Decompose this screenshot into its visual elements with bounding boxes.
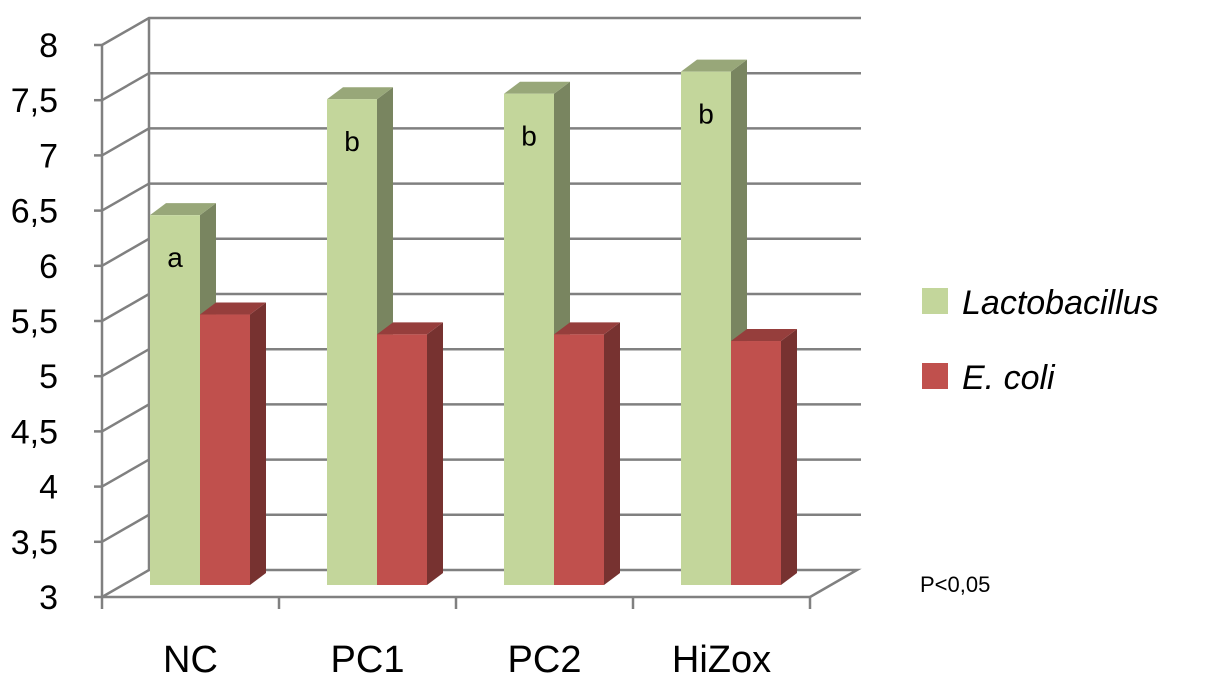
y-tick-label: 7	[39, 137, 58, 175]
bar-front	[327, 99, 377, 586]
y-tick-label: 3,5	[11, 524, 58, 562]
y-tick-label: 6,5	[11, 193, 58, 231]
bar-front	[377, 334, 427, 585]
y-tick-labels: 3 3,5 4 4,5 5 5,5 6 6,5 7 7,5 8	[11, 27, 58, 617]
bar-e-coli-hizox	[731, 329, 797, 585]
bar-front	[150, 215, 200, 585]
bar-e-coli-nc	[200, 302, 266, 585]
significance-label: b	[698, 99, 714, 130]
gridline	[101, 16, 861, 47]
bar-side	[427, 322, 443, 585]
bar-top	[731, 329, 797, 342]
bar-front	[504, 93, 554, 585]
bar-top	[150, 203, 216, 216]
significance-label: b	[521, 121, 537, 152]
bar-front	[200, 314, 250, 585]
bar-e-coli-pc1	[377, 322, 443, 585]
bar-side	[604, 322, 620, 585]
significance-note: P<0,05	[920, 572, 990, 597]
gridline	[101, 127, 861, 157]
legend: Lactobacillus E. coli	[922, 284, 1159, 397]
legend-swatch	[922, 363, 948, 389]
y-tick-label: 7,5	[11, 82, 58, 120]
bar-side	[250, 302, 266, 585]
bars: a b b b	[150, 59, 797, 586]
bar-top	[504, 81, 570, 94]
significance-label: a	[167, 242, 183, 273]
bar-top	[681, 59, 747, 72]
y-tick-label: 4	[39, 469, 58, 507]
y-tick-label: 6	[39, 248, 58, 286]
bar-front	[554, 334, 604, 585]
significance-label: b	[344, 126, 360, 157]
bar-front	[681, 71, 731, 585]
legend-label: Lactobacillus	[962, 284, 1159, 322]
bar-top	[377, 322, 443, 335]
y-tick-label: 8	[39, 27, 58, 65]
gridline	[101, 71, 861, 102]
x-tick-label: PC1	[331, 639, 405, 677]
bar-side	[781, 329, 797, 585]
bar-front	[731, 341, 781, 585]
bar-top	[200, 302, 266, 315]
x-tick-label: HiZox	[672, 639, 771, 677]
axes	[94, 18, 812, 609]
bar-top	[554, 322, 620, 335]
y-tick-label: 4,5	[11, 413, 58, 451]
y-tick-label: 5,5	[11, 303, 58, 341]
y-tick-label: 3	[39, 579, 58, 617]
x-tick-label: NC	[163, 639, 218, 677]
y-tick-label: 5	[39, 358, 58, 396]
floor-outline	[101, 568, 862, 599]
legend-label: E. coli	[962, 359, 1056, 397]
x-tick-label: PC2	[508, 639, 582, 677]
legend-swatch	[922, 288, 948, 314]
x-tick-labels: NC PC1 PC2 HiZox	[163, 639, 771, 677]
bar-top	[327, 87, 393, 100]
bar-e-coli-pc2	[554, 322, 620, 585]
